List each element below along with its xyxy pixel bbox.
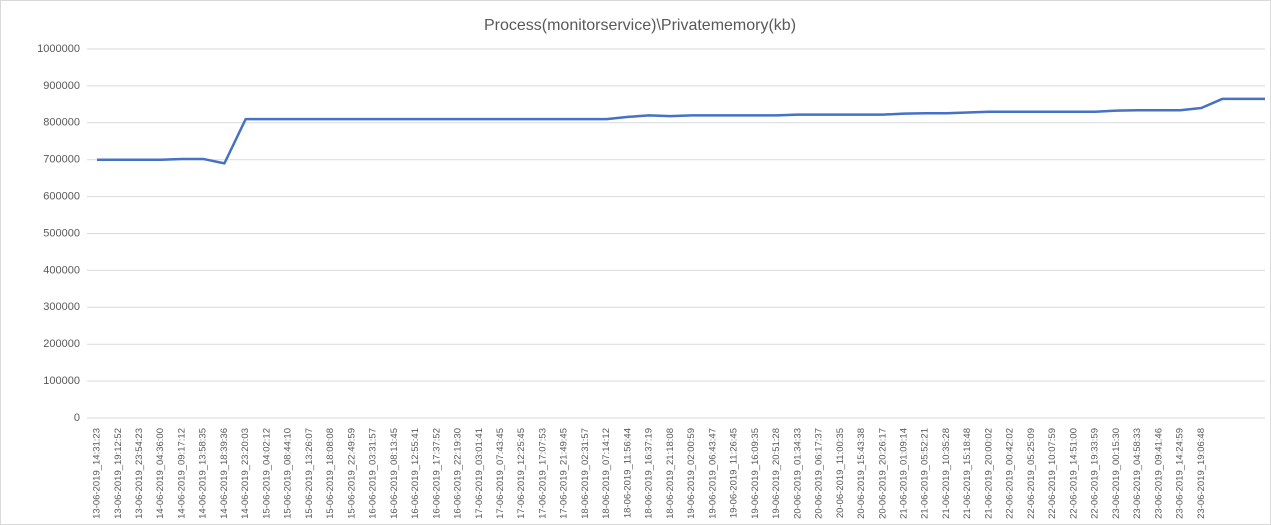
x-tick-label: 14-06-2019_09:17:12 <box>176 428 187 519</box>
x-tick-label: 23-06-2019_00:15:30 <box>1111 428 1122 519</box>
x-tick-label: 17-06-2019_12:25:45 <box>516 428 527 519</box>
x-tick-label: 19-06-2019_20:51:28 <box>771 428 782 519</box>
y-tick-label: 600000 <box>43 191 80 203</box>
x-tick-label: 21-06-2019_20:00:02 <box>983 428 994 519</box>
x-tick-label: 20-06-2019_20:26:17 <box>877 428 888 519</box>
x-tick-label: 23-06-2019_14:24:59 <box>1175 428 1186 519</box>
data-line <box>97 97 1265 165</box>
x-tick-label: 16-06-2019_22:19:30 <box>453 428 464 519</box>
x-tick-label: 20-06-2019_06:17:37 <box>814 428 825 519</box>
x-tick-label: 19-06-2019_06:43:47 <box>707 428 718 519</box>
x-tick-label: 22-06-2019_00:42:02 <box>1005 428 1016 519</box>
x-tick-label: 17-06-2019_17:07:53 <box>537 428 548 519</box>
y-tick-label: 100000 <box>43 375 80 387</box>
x-tick-label: 16-06-2019_17:37:52 <box>431 428 442 519</box>
y-tick-label: 400000 <box>43 264 80 276</box>
y-tick-label: 700000 <box>43 154 80 166</box>
x-tick-label: 15-06-2019_22:49:59 <box>346 428 357 519</box>
x-tick-label: 18-06-2019_16:37:19 <box>644 428 655 519</box>
x-tick-label: 13-06-2019_14:31:23 <box>92 428 103 519</box>
x-tick-label: 22-06-2019_05:25:09 <box>1026 428 1037 519</box>
x-tick-label: 14-06-2019_23:20:03 <box>240 428 251 519</box>
x-tick-label: 21-06-2019_01:09:14 <box>898 428 909 519</box>
y-tick-label: 800000 <box>43 117 80 129</box>
y-tick-label: 500000 <box>43 227 80 239</box>
x-tick-label: 18-06-2019_11:56:44 <box>622 428 633 518</box>
x-tick-label: 15-06-2019_04:02:12 <box>261 428 272 519</box>
x-tick-label: 19-06-2019_16:09:35 <box>750 428 761 519</box>
x-tick-label: 16-06-2019_08:13:45 <box>389 428 400 519</box>
x-tick-label: 16-06-2019_03:31:57 <box>368 428 379 519</box>
x-tick-label: 14-06-2019_18:39:36 <box>219 428 230 519</box>
x-tick-label: 13-06-2019_19:12:52 <box>113 428 124 519</box>
x-tick-label: 18-06-2019_07:14:12 <box>601 428 612 519</box>
y-tick-label: 1000000 <box>37 43 80 55</box>
y-tick-label: 300000 <box>43 301 80 313</box>
chart-title: Process(monitorservice)\Privatememory(kb… <box>484 17 796 34</box>
x-tick-label: 18-06-2019_02:31:57 <box>580 428 591 519</box>
x-tick-label: 21-06-2019_15:18:48 <box>962 428 973 519</box>
x-tick-label: 21-06-2019_05:52:21 <box>920 428 931 519</box>
x-tick-label: 22-06-2019_14:51:00 <box>1068 428 1079 519</box>
x-tick-label: 20-06-2019_11:00:35 <box>835 428 846 518</box>
x-tick-label: 20-06-2019_15:43:38 <box>856 428 867 519</box>
x-tick-label: 16-06-2019_12:55:41 <box>410 428 421 519</box>
y-tick-label: 900000 <box>43 80 80 92</box>
x-tick-label: 20-06-2019_01:34:33 <box>792 428 803 519</box>
x-tick-label: 13-06-2019_23:54:23 <box>134 428 145 519</box>
x-tick-label: 17-06-2019_03:01:41 <box>474 428 485 519</box>
x-tick-label: 22-06-2019_19:33:59 <box>1090 428 1101 519</box>
x-tick-label: 15-06-2019_08:44:10 <box>283 428 294 519</box>
x-tick-label: 15-06-2019_13:26:07 <box>304 428 315 519</box>
x-tick-label: 23-06-2019_19:06:48 <box>1196 428 1207 519</box>
x-tick-label: 19-06-2019_02:00:59 <box>686 428 697 519</box>
x-tick-label: 22-06-2019_10:07:59 <box>1047 428 1058 519</box>
x-tick-label: 17-06-2019_07:43:45 <box>495 428 506 519</box>
x-tick-label: 15-06-2019_18:08:08 <box>325 428 336 519</box>
x-tick-label: 14-06-2019_04:36:00 <box>155 428 166 519</box>
x-tick-label: 23-06-2019_09:41:46 <box>1153 428 1164 519</box>
y-tick-label: 200000 <box>43 338 80 350</box>
x-tick-label: 23-06-2019_04:58:33 <box>1132 428 1143 519</box>
x-tick-label: 21-06-2019_10:35:28 <box>941 428 952 519</box>
x-tick-label: 18-06-2019_21:18:08 <box>665 428 676 519</box>
x-tick-label: 17-06-2019_21:49:45 <box>559 428 570 519</box>
x-tick-label: 19-06-2019_11:26:45 <box>729 428 740 518</box>
y-tick-label: 0 <box>74 412 80 424</box>
x-tick-label: 14-06-2019_13:58:35 <box>198 428 209 519</box>
